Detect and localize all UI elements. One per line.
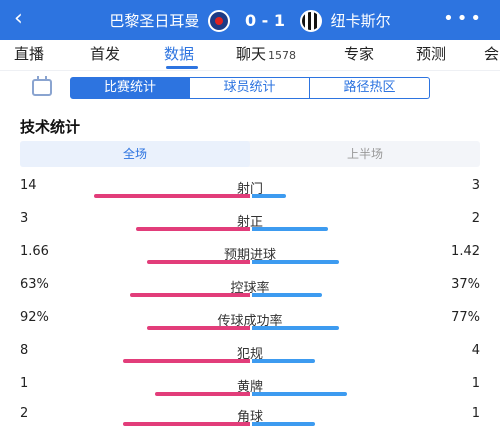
stat-home-bar — [147, 326, 250, 330]
home-team-logo — [208, 10, 231, 32]
stat-away-bar — [252, 194, 286, 198]
stat-row-yellow-cards: 1 黄牌 1 — [20, 376, 480, 412]
stat-row-pass-accuracy: 92% 传球成功率 77% — [20, 310, 480, 346]
tab-predict[interactable]: 预测 — [416, 45, 447, 63]
back-arrow-icon[interactable]: ‹ — [14, 6, 23, 31]
stat-home-bar — [130, 293, 250, 297]
stat-away-bar — [252, 227, 328, 231]
stat-label: 传球成功率 — [217, 314, 283, 329]
subtab-match-stats[interactable]: 比赛统计 — [70, 77, 190, 99]
away-team-name: 纽卡斯尔 — [330, 12, 391, 30]
tab-live[interactable]: 直播 — [14, 45, 45, 63]
stat-home-value: 1.66 — [20, 244, 49, 259]
stat-label: 控球率 — [230, 281, 270, 296]
stat-away-value: 1 — [471, 376, 480, 391]
stat-away-value: 1 — [471, 406, 480, 421]
match-score: 0 - 1 — [244, 11, 286, 30]
tab-chat-count: 1578 — [268, 49, 297, 62]
stat-away-bar — [252, 392, 347, 396]
stat-row-fouls: 8 犯规 4 — [20, 343, 480, 379]
stat-home-bar — [123, 422, 250, 426]
stat-label: 犯规 — [236, 347, 263, 362]
stat-label: 射门 — [236, 182, 263, 197]
stat-home-bar — [155, 392, 250, 396]
stat-home-value: 3 — [20, 211, 29, 226]
more-icon[interactable]: ••• — [443, 8, 484, 29]
stat-away-bar — [252, 326, 339, 330]
stat-home-bar — [136, 227, 250, 231]
stat-away-value: 1.42 — [451, 244, 480, 259]
sub-tabs: 比赛统计 球员统计 路径热区 — [0, 70, 500, 106]
stat-label: 射正 — [236, 215, 263, 230]
stat-row-corners: 2 角球 1 — [20, 406, 480, 440]
stat-away-value: 2 — [471, 211, 480, 226]
stat-row-shots: 14 射门 3 — [20, 178, 480, 214]
stat-home-value: 63% — [20, 277, 49, 292]
match-header: ‹ 巴黎圣日耳曼 0 - 1 纽卡斯尔 ••• — [0, 0, 500, 40]
period-switch: 全场 上半场 — [20, 141, 480, 167]
subtab-player-stats[interactable]: 球员统计 — [190, 77, 310, 99]
stat-home-bar — [94, 194, 250, 198]
stat-row-shots-on-target: 3 射正 2 — [20, 211, 480, 247]
stat-away-bar — [252, 260, 339, 264]
stat-away-bar — [252, 422, 315, 426]
stat-row-expected-goals: 1.66 预期进球 1.42 — [20, 244, 480, 280]
stat-away-value: 3 — [471, 178, 480, 193]
stat-label: 角球 — [236, 410, 263, 425]
main-tabs: 直播 首发 数据 聊天 1578 专家 预测 会 — [0, 40, 500, 70]
stat-home-value: 2 — [20, 406, 29, 421]
calendar-icon[interactable] — [32, 76, 52, 96]
stat-away-value: 77% — [451, 310, 480, 325]
active-tab-indicator — [166, 66, 198, 69]
stat-home-value: 92% — [20, 310, 49, 325]
stat-home-bar — [123, 359, 250, 363]
section-title: 技术统计 — [20, 118, 81, 136]
stat-home-bar — [147, 260, 250, 264]
tab-lineup[interactable]: 首发 — [90, 45, 121, 63]
stat-label: 预期进球 — [223, 248, 276, 263]
stat-home-value: 8 — [20, 343, 29, 358]
stat-away-bar — [252, 359, 315, 363]
away-team-logo — [299, 10, 322, 32]
subtab-heatmap[interactable]: 路径热区 — [310, 77, 430, 99]
stat-label: 黄牌 — [236, 380, 263, 395]
tab-more[interactable]: 会 — [484, 45, 500, 63]
stat-away-value: 4 — [471, 343, 480, 358]
tab-expert[interactable]: 专家 — [344, 45, 375, 63]
stat-row-possession: 63% 控球率 37% — [20, 277, 480, 313]
tab-chat[interactable]: 聊天 1578 — [236, 44, 296, 66]
period-full-match[interactable]: 全场 — [20, 141, 250, 167]
match-title: 巴黎圣日耳曼 0 - 1 纽卡斯尔 — [0, 10, 500, 32]
home-team-name: 巴黎圣日耳曼 — [109, 12, 200, 30]
tab-chat-label: 聊天 — [236, 45, 267, 63]
stat-away-value: 37% — [451, 277, 480, 292]
stat-home-value: 14 — [20, 178, 37, 193]
stat-away-bar — [252, 293, 322, 297]
stat-home-value: 1 — [20, 376, 29, 391]
period-first-half[interactable]: 上半场 — [346, 147, 383, 161]
tab-data[interactable]: 数据 — [164, 45, 195, 63]
